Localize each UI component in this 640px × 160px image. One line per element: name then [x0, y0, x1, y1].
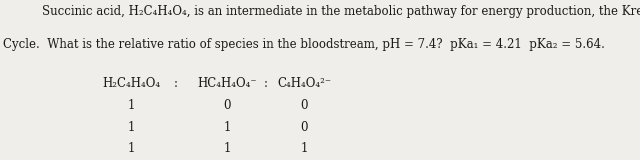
- Text: :: :: [264, 77, 268, 90]
- Text: HC₄H₄O₄⁻: HC₄H₄O₄⁻: [197, 77, 257, 90]
- Text: 0: 0: [223, 99, 231, 112]
- Text: Cycle.  What is the relative ratio of species in the bloodstream, pH = 7.4?  pKa: Cycle. What is the relative ratio of spe…: [3, 38, 605, 51]
- Text: 0: 0: [300, 99, 308, 112]
- Text: H₂C₄H₄O₄: H₂C₄H₄O₄: [102, 77, 160, 90]
- Text: 1: 1: [300, 142, 308, 155]
- Text: 1: 1: [223, 142, 231, 155]
- Text: 1: 1: [127, 99, 135, 112]
- Text: 0: 0: [300, 121, 308, 134]
- Text: 1: 1: [127, 142, 135, 155]
- Text: C₄H₄O₄²⁻: C₄H₄O₄²⁻: [277, 77, 331, 90]
- Text: 1: 1: [127, 121, 135, 134]
- Text: :: :: [174, 77, 178, 90]
- Text: Succinic acid, H₂C₄H₄O₄, is an intermediate in the metabolic pathway for energy : Succinic acid, H₂C₄H₄O₄, is an intermedi…: [42, 5, 640, 18]
- Text: 1: 1: [223, 121, 231, 134]
